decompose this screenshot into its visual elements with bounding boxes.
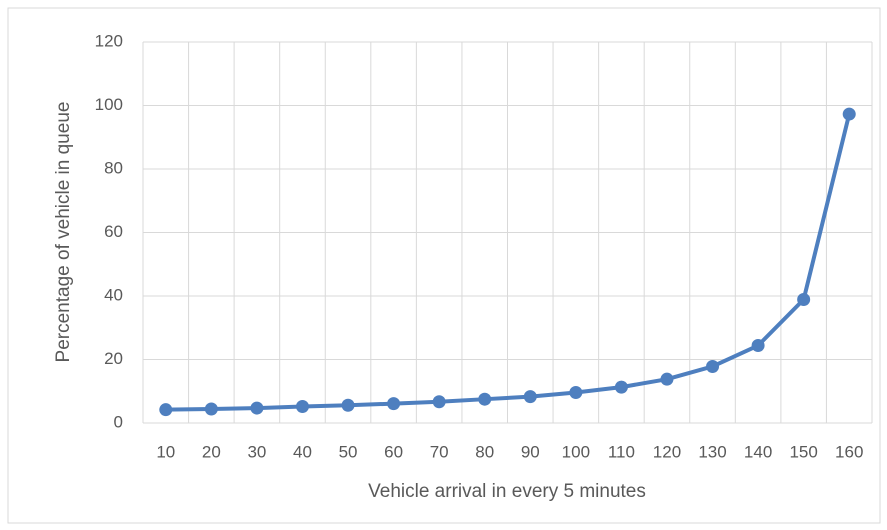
x-tick-label: 160 [835, 442, 863, 461]
x-tick-label: 30 [247, 442, 266, 461]
y-tick-label: 120 [95, 31, 123, 50]
y-tick-label: 0 [114, 412, 123, 431]
x-tick-label: 50 [339, 442, 358, 461]
x-tick-label: 150 [789, 442, 817, 461]
point [706, 359, 720, 373]
point [159, 403, 173, 417]
y-tick-label: 40 [104, 285, 123, 304]
x-tick-label: 80 [475, 442, 494, 461]
x-tick-label: 70 [430, 442, 449, 461]
y-tick-label: 20 [104, 349, 123, 368]
y-tick-label: 60 [104, 222, 123, 241]
point [204, 402, 218, 416]
y-axis-title: Percentage of vehicle in queue [53, 102, 74, 363]
point [751, 339, 765, 353]
chart-border [7, 7, 881, 524]
point [797, 292, 811, 306]
x-tick-label: 10 [156, 442, 175, 461]
line [165, 113, 852, 412]
point [341, 398, 355, 412]
x-tick-label: 120 [653, 442, 681, 461]
point [387, 397, 401, 411]
x-tick-label: 100 [562, 442, 590, 461]
point [523, 390, 537, 404]
x-tick-label: 140 [744, 442, 772, 461]
point [569, 386, 583, 400]
point [250, 401, 264, 415]
x-tick-label: 60 [384, 442, 403, 461]
point [478, 392, 492, 406]
x-tick-label: 110 [608, 442, 635, 461]
x-tick-label: 20 [202, 442, 221, 461]
y-tick-label: 80 [104, 158, 123, 177]
point [295, 399, 309, 413]
point [614, 380, 628, 394]
x-tick-label: 90 [521, 442, 540, 461]
point [842, 107, 856, 121]
x-tick-label: 40 [293, 442, 312, 461]
point [432, 395, 446, 409]
point [660, 372, 674, 386]
x-tick-label: 130 [698, 442, 726, 461]
x-axis-title: Vehicle arrival in every 5 minutes [368, 481, 646, 502]
y-tick-label: 100 [95, 95, 123, 114]
